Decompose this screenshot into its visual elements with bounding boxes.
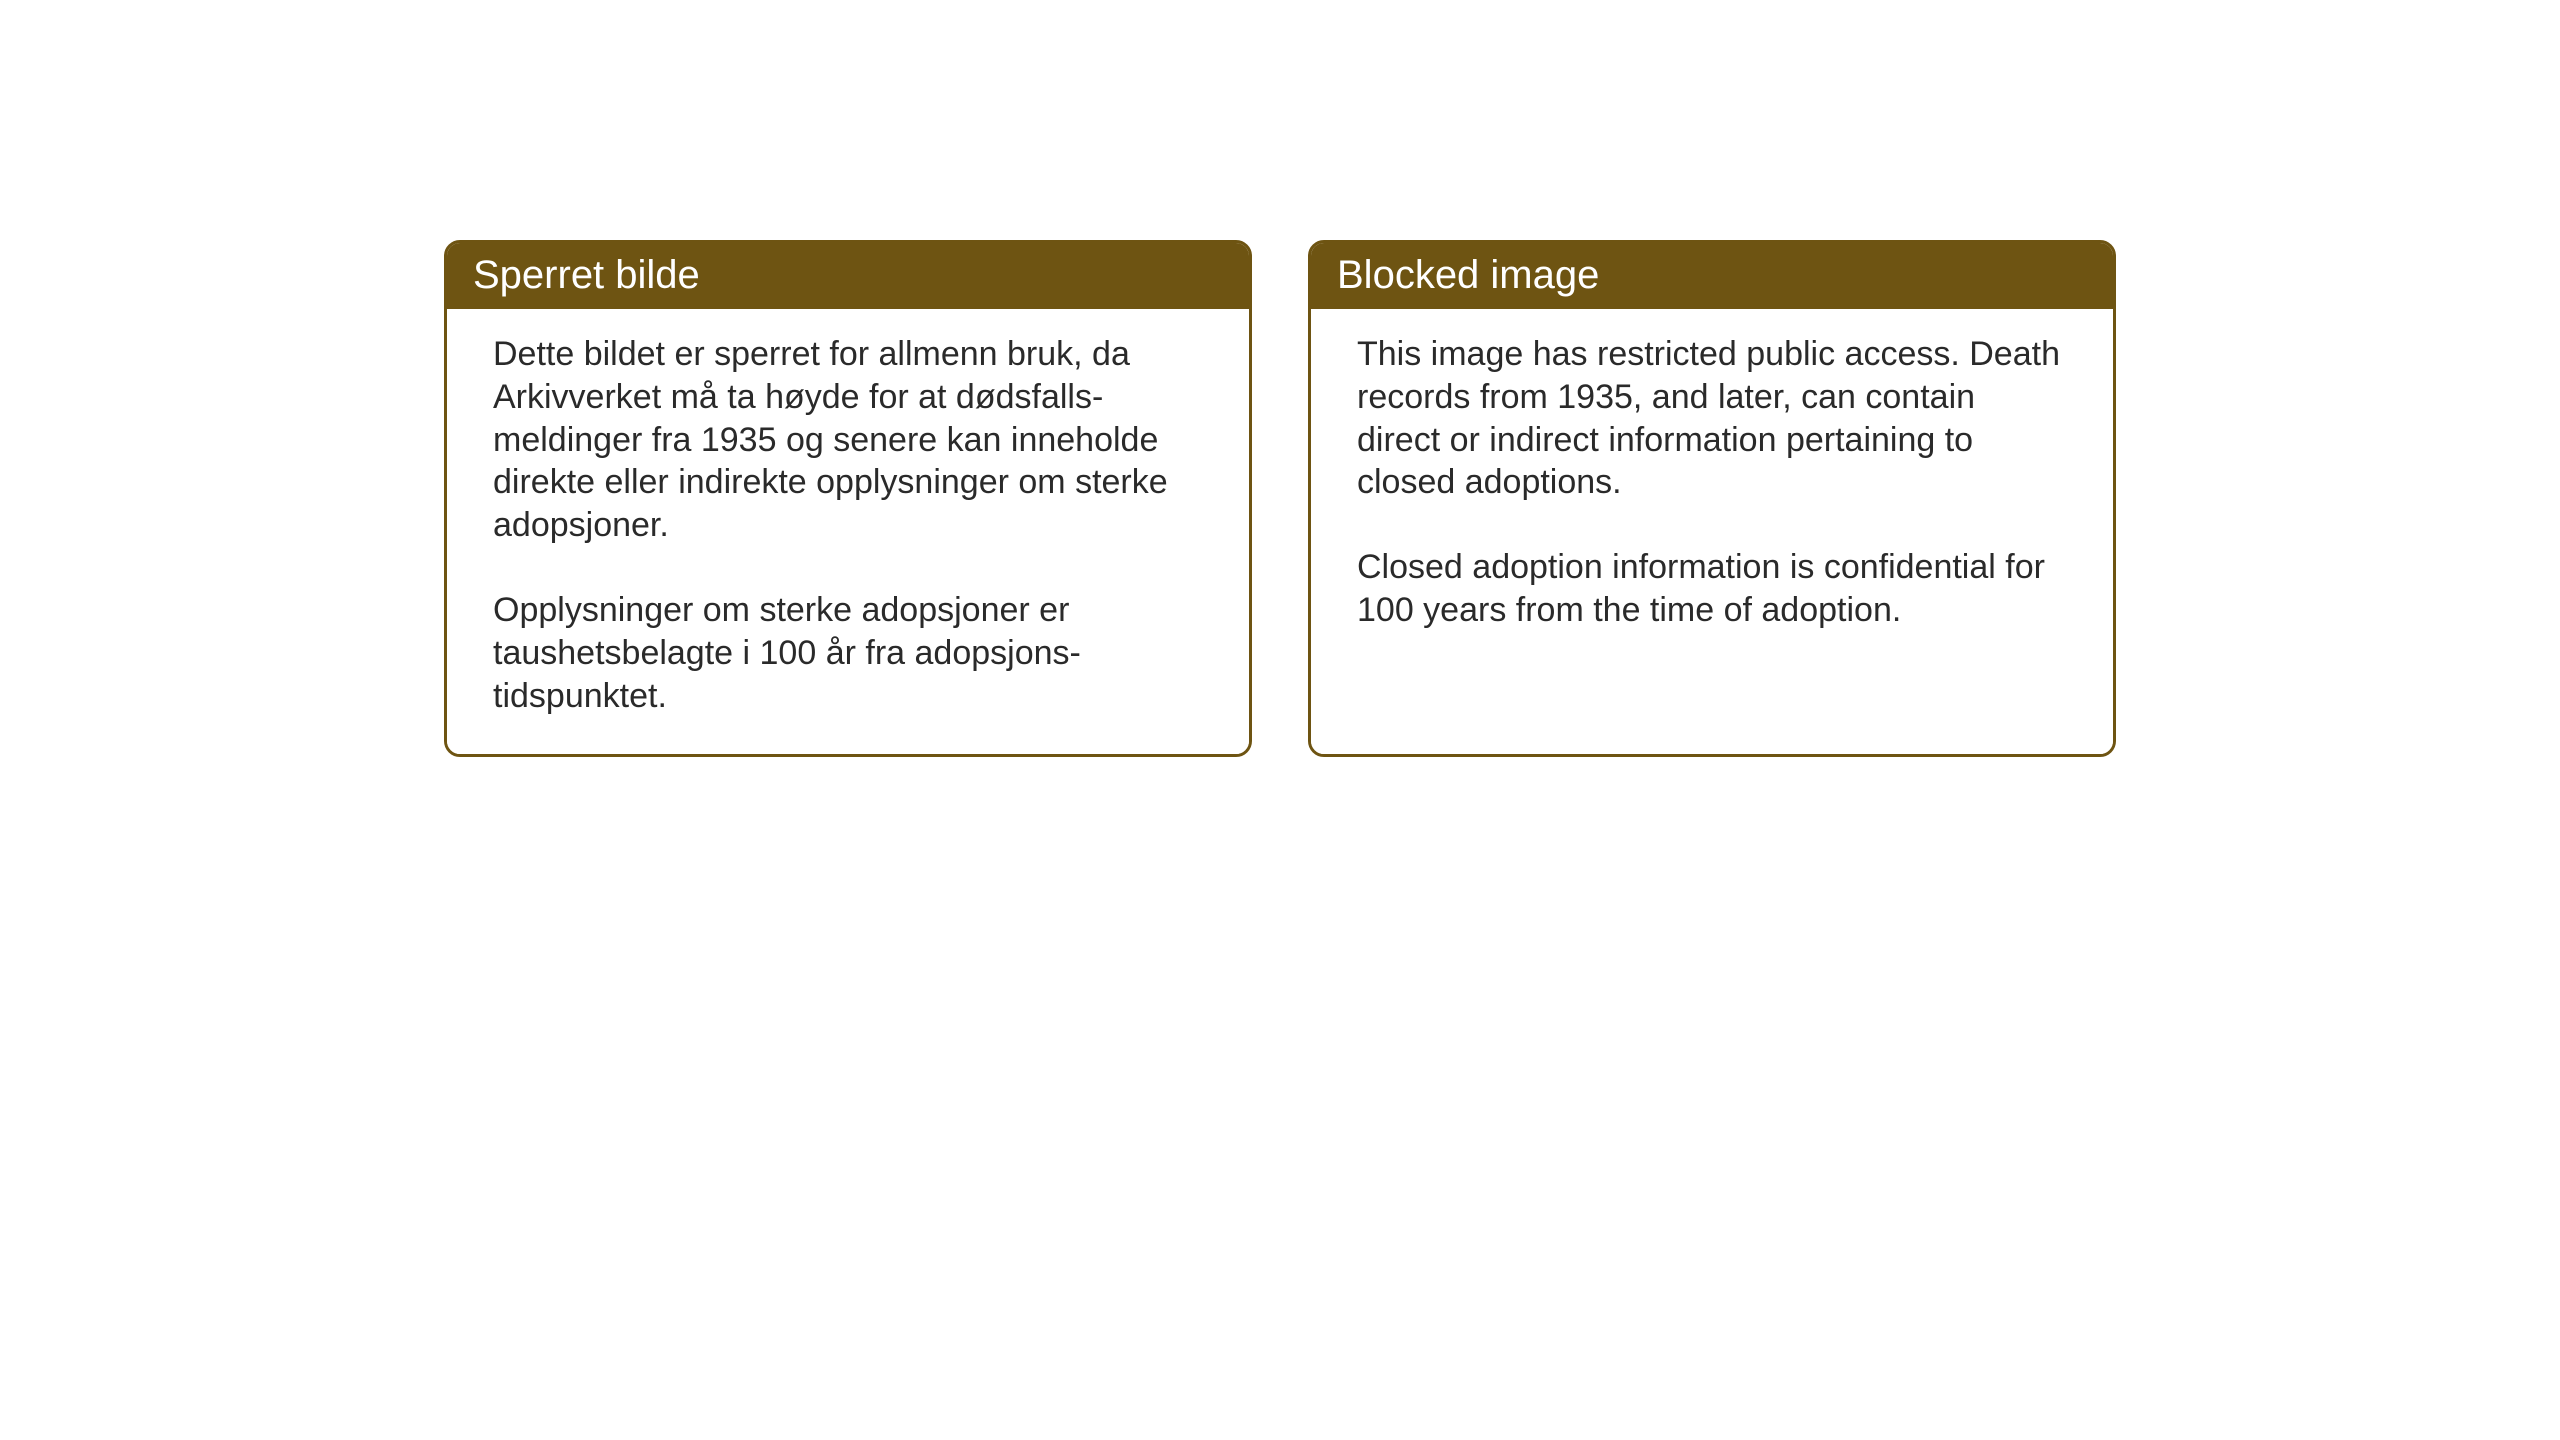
box-paragraph: Dette bildet er sperret for allmenn bruk… — [493, 333, 1203, 547]
info-box-english: Blocked image This image has restricted … — [1308, 240, 2116, 757]
box-paragraph: Opplysninger om sterke adopsjoner er tau… — [493, 589, 1203, 717]
box-paragraph: This image has restricted public access.… — [1357, 333, 2067, 504]
box-body-norwegian: Dette bildet er sperret for allmenn bruk… — [447, 309, 1249, 754]
info-box-norwegian: Sperret bilde Dette bildet er sperret fo… — [444, 240, 1252, 757]
box-header-norwegian: Sperret bilde — [447, 243, 1249, 309]
box-body-english: This image has restricted public access.… — [1311, 309, 2113, 754]
box-header-english: Blocked image — [1311, 243, 2113, 309]
info-box-container: Sperret bilde Dette bildet er sperret fo… — [444, 240, 2116, 757]
box-paragraph: Closed adoption information is confident… — [1357, 546, 2067, 632]
